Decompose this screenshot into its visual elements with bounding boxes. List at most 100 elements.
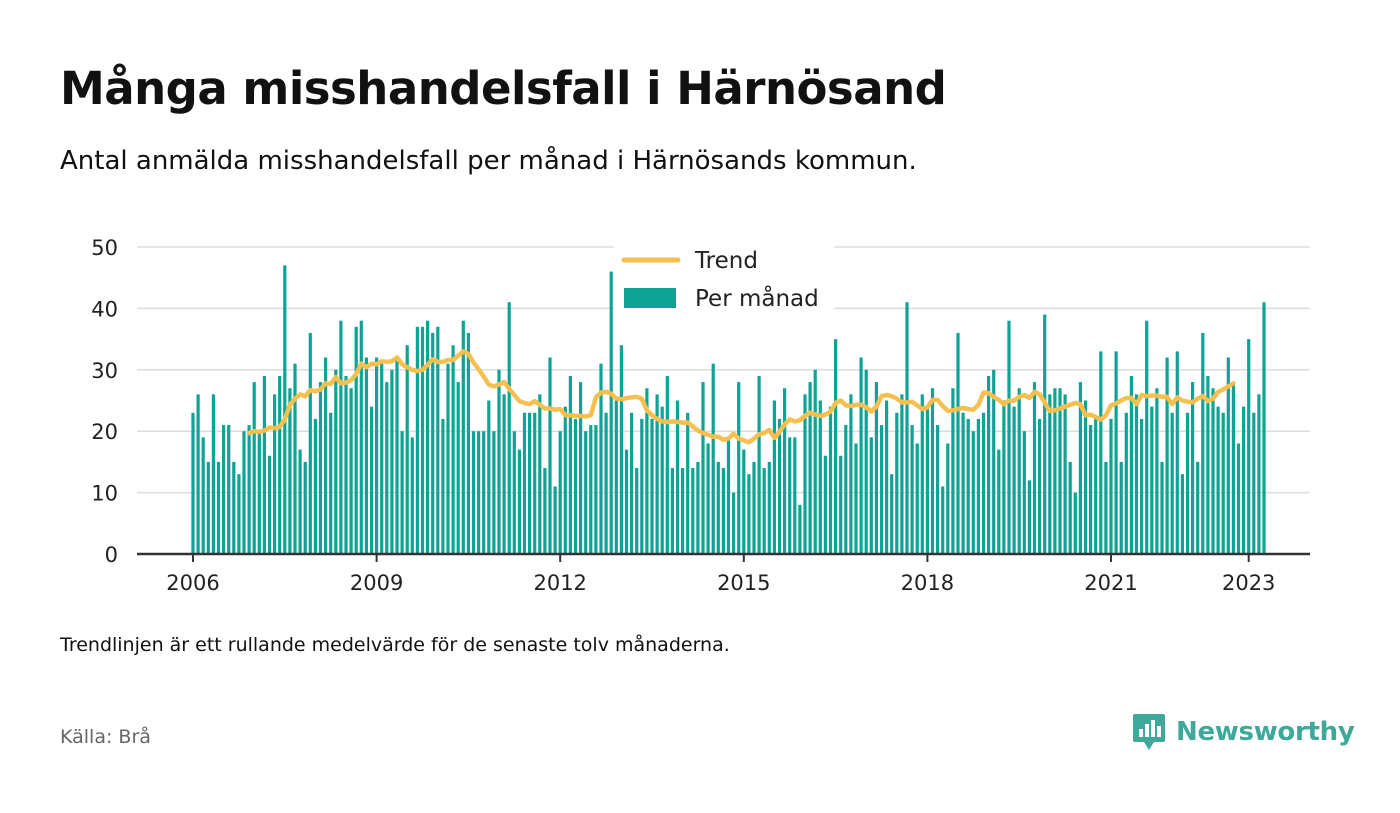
bar	[971, 431, 975, 554]
bar	[885, 400, 889, 554]
bar	[507, 302, 511, 554]
bar	[1150, 406, 1154, 554]
bar	[1058, 388, 1062, 554]
bar	[777, 418, 782, 554]
bar	[864, 369, 868, 554]
bar	[568, 375, 572, 554]
bar	[900, 394, 904, 554]
bar	[879, 425, 884, 554]
bar	[191, 412, 195, 554]
bar	[579, 382, 583, 554]
bar	[1129, 375, 1133, 554]
bar	[344, 375, 348, 554]
bar	[869, 437, 873, 554]
bar	[339, 320, 343, 554]
bar	[1078, 382, 1082, 554]
bar	[1170, 412, 1174, 554]
bar	[604, 412, 608, 554]
bar	[966, 418, 970, 554]
bar	[818, 400, 822, 554]
bar	[630, 412, 634, 554]
bar	[252, 382, 256, 554]
bar	[910, 425, 914, 554]
bar	[1175, 351, 1179, 554]
bar	[1048, 394, 1052, 554]
bar	[594, 425, 598, 554]
bar	[767, 461, 771, 554]
bar	[420, 326, 425, 554]
bar	[400, 431, 404, 554]
bar	[1094, 418, 1098, 554]
bar	[844, 425, 848, 554]
bar	[477, 431, 481, 554]
bar	[691, 468, 695, 554]
bar	[1124, 412, 1128, 554]
brand-name: Newsworthy	[1176, 717, 1355, 747]
bar	[354, 326, 358, 554]
source-label: Källa: Brå	[60, 726, 151, 748]
bar	[267, 455, 272, 554]
bar	[742, 449, 746, 554]
bar	[242, 431, 246, 554]
bar	[1160, 461, 1164, 554]
x-tick-label: 2006	[166, 571, 219, 595]
x-tick-label: 2021	[1084, 571, 1137, 595]
x-tick-label: 2023	[1222, 571, 1275, 595]
bar	[956, 332, 960, 554]
bar	[655, 394, 659, 554]
bar	[196, 394, 200, 554]
bar	[451, 345, 455, 554]
bar	[1053, 388, 1057, 554]
legend-bar-label: Per månad	[695, 284, 819, 312]
bar	[237, 474, 241, 554]
bar	[1165, 357, 1169, 554]
bar	[548, 357, 552, 554]
bar	[997, 449, 1001, 554]
bar	[375, 357, 379, 554]
bar	[318, 382, 323, 554]
bar	[216, 461, 221, 554]
x-tick-label: 2018	[901, 571, 954, 595]
bar	[298, 449, 302, 554]
bar	[1119, 461, 1123, 554]
chart-title: Många misshandelsfall i Härnösand	[60, 62, 947, 115]
bar	[415, 326, 419, 554]
bar	[762, 468, 766, 554]
bar	[905, 302, 909, 554]
bar	[385, 382, 389, 554]
bar	[222, 425, 226, 554]
bar	[410, 437, 414, 554]
bar	[1231, 382, 1235, 554]
bar	[497, 369, 501, 554]
bar	[675, 400, 680, 554]
bar	[538, 394, 542, 554]
bar	[711, 363, 715, 554]
bar	[747, 474, 751, 554]
bar	[976, 418, 980, 554]
bar	[359, 320, 363, 554]
bar	[262, 375, 266, 554]
bar	[981, 412, 986, 554]
bar	[1038, 418, 1042, 554]
bar	[446, 363, 450, 554]
y-tick-label: 30	[91, 359, 118, 383]
bar	[716, 461, 720, 554]
bar	[1099, 351, 1103, 554]
bar	[395, 357, 399, 554]
bar	[793, 437, 797, 554]
bar	[941, 486, 945, 554]
bar	[1007, 320, 1011, 554]
bar	[431, 332, 435, 554]
bar	[436, 326, 440, 554]
y-tick-label: 40	[91, 297, 118, 321]
bar	[364, 357, 368, 554]
bar	[946, 443, 950, 554]
bar	[640, 418, 644, 554]
bar	[303, 461, 307, 554]
bar	[645, 388, 649, 554]
bar	[1216, 406, 1220, 554]
bar	[1114, 351, 1118, 554]
bar	[482, 431, 486, 554]
bar	[533, 412, 537, 554]
